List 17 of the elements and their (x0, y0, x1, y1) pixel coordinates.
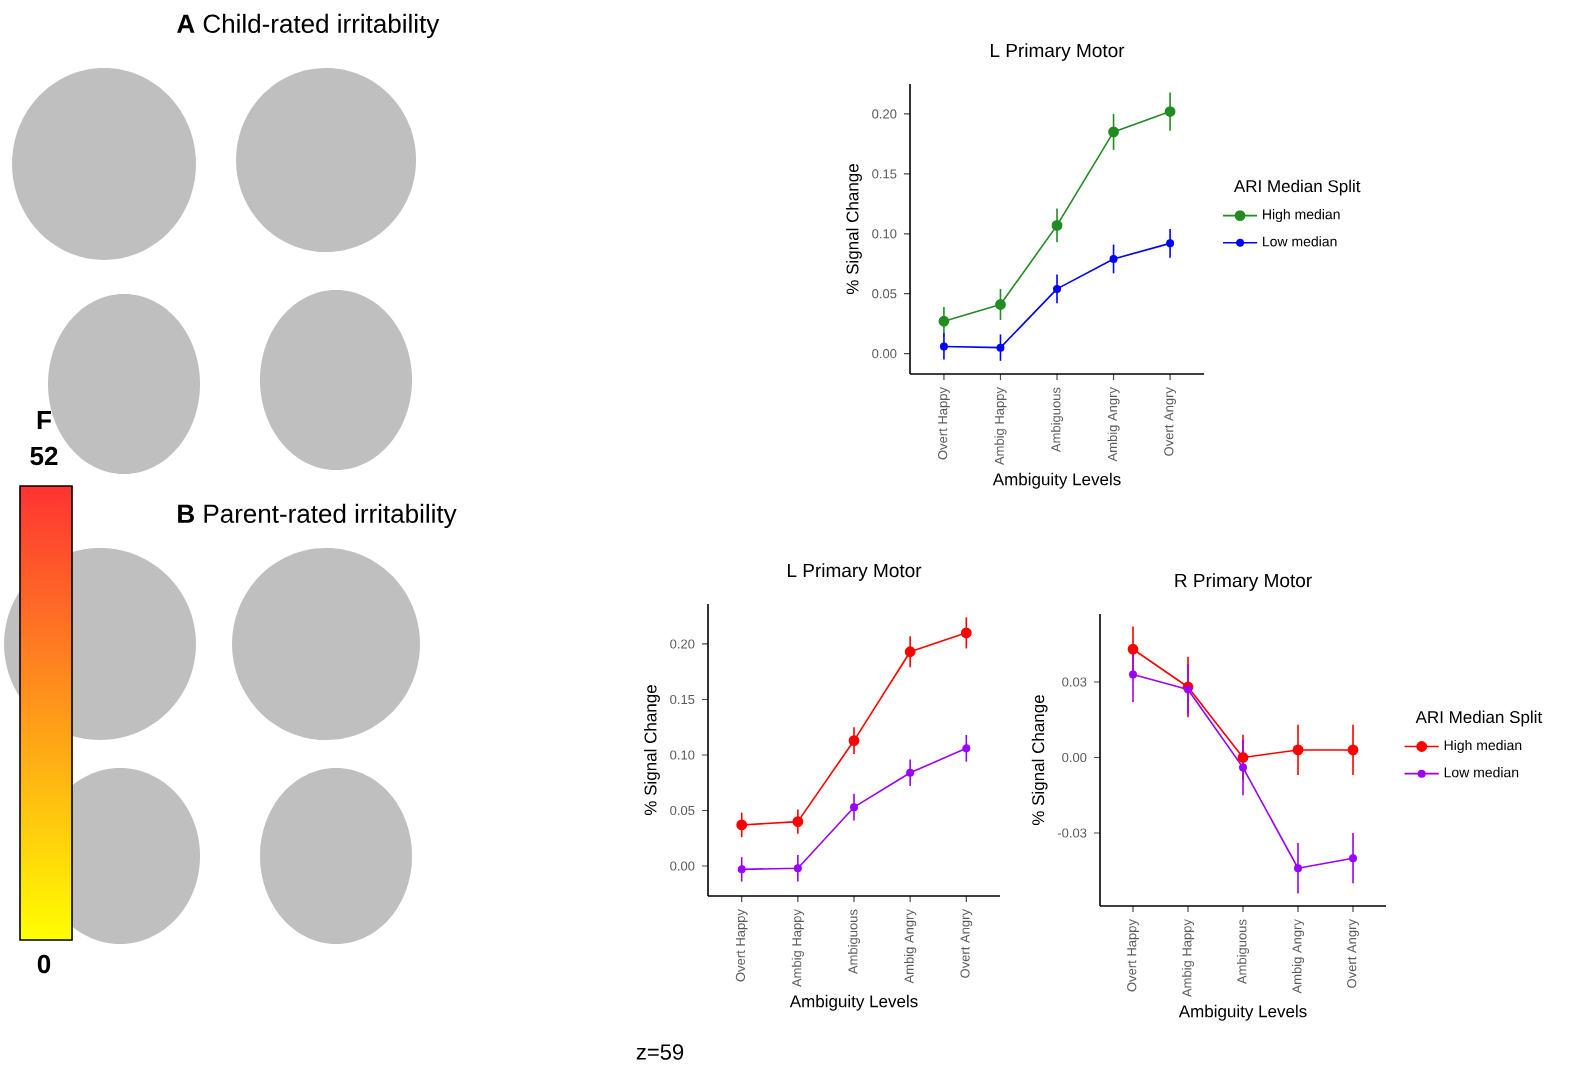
chart-title: L Primary Motor (991, 43, 1125, 61)
text: z=59 (636, 1044, 684, 1060)
text: 0 (37, 954, 51, 974)
y-axis-title: % Signal Change (846, 164, 862, 295)
legend-title: ARI Median Split (1233, 179, 1361, 196)
text: A Child-rated irritability (177, 13, 440, 39)
x-axis-title: Ambiguity Levels (1178, 1004, 1307, 1021)
y-axis-title: % Signal Change (1031, 695, 1048, 826)
y-axis-title: % Signal Change (644, 685, 660, 816)
chart-title: L Primary Motor (788, 563, 922, 581)
legend-title: ARI Median Split (1415, 710, 1543, 727)
text: 52 (30, 446, 58, 466)
x-axis-title: Ambiguity Levels (789, 994, 918, 1011)
chart-title: R Primary Motor (1175, 573, 1312, 591)
text: B Parent-rated irritability (178, 503, 457, 529)
x-axis-title: Ambiguity Levels (992, 472, 1121, 489)
text: F (37, 411, 51, 429)
